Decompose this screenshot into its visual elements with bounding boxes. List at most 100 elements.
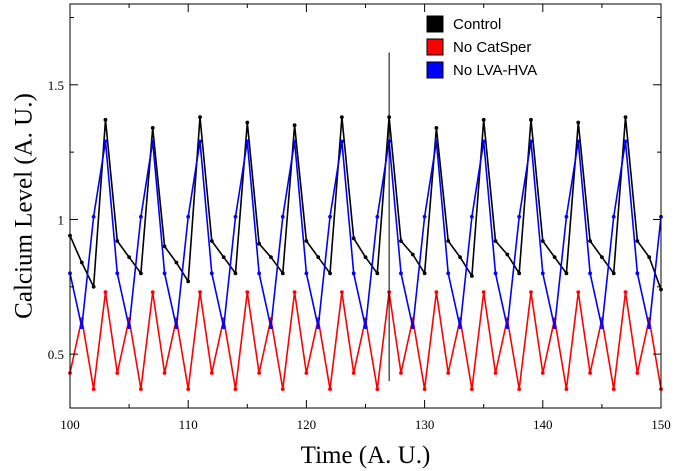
series-layer: [68, 115, 663, 392]
legend-label-no-lva-hva: No LVA-HVA: [453, 62, 537, 79]
y-axis-title: Calcium Level (A. U.): [11, 93, 38, 319]
data-point-no-lva-hva: [600, 325, 604, 330]
data-point-no-lva-hva: [339, 139, 344, 144]
data-point-control: [481, 117, 486, 122]
data-point-control: [280, 271, 285, 276]
x-tick-label: 120: [297, 417, 317, 432]
data-point-control: [292, 123, 297, 128]
data-point-no-catsper: [209, 371, 214, 375]
data-point-no-catsper: [245, 290, 250, 295]
data-point-no-catsper: [434, 290, 439, 295]
data-point-no-lva-hva: [351, 271, 356, 276]
data-point-control: [363, 255, 368, 260]
data-point-no-lva-hva: [635, 271, 640, 276]
data-point-no-catsper: [162, 371, 167, 375]
data-point-no-catsper: [198, 290, 202, 295]
data-point-no-catsper: [150, 290, 155, 295]
x-tick-label: 130: [415, 417, 435, 432]
data-point-no-catsper: [576, 290, 581, 295]
y-tick-label: 1.5: [48, 78, 64, 93]
data-point-no-catsper: [611, 387, 616, 392]
data-point-no-lva-hva: [245, 139, 250, 144]
data-point-no-lva-hva: [505, 325, 510, 330]
data-point-control: [304, 239, 309, 243]
legend-swatch-no-lva-hva: [426, 61, 444, 79]
data-point-no-lva-hva: [576, 139, 581, 144]
legend-label-control: Control: [453, 16, 501, 33]
data-point-no-lva-hva: [410, 325, 415, 330]
data-point-no-lva-hva: [127, 325, 131, 330]
data-point-no-lva-hva: [458, 325, 462, 330]
y-tick-label: 0.5: [48, 347, 64, 362]
data-point-no-lva-hva: [150, 139, 155, 144]
data-point-control: [316, 255, 321, 260]
data-point-control: [469, 274, 474, 278]
data-point-control: [150, 125, 155, 130]
data-point-control: [505, 252, 510, 257]
data-point-no-lva-hva: [540, 271, 545, 276]
legend-swatch-no-catsper: [426, 38, 444, 56]
data-point-control: [458, 255, 462, 260]
data-point-control: [564, 271, 569, 276]
data-point-no-catsper: [328, 387, 332, 392]
data-point-no-lva-hva: [174, 325, 179, 330]
data-point-control: [221, 255, 226, 260]
data-point-no-lva-hva: [422, 214, 427, 219]
data-point-no-catsper: [540, 371, 545, 375]
data-point-no-catsper: [186, 387, 191, 392]
data-point-no-lva-hva: [162, 271, 167, 276]
data-point-no-catsper: [115, 371, 120, 375]
data-point-no-catsper: [91, 387, 96, 392]
data-point-control: [257, 241, 262, 246]
data-point-no-lva-hva: [209, 271, 214, 276]
data-point-no-lva-hva: [292, 139, 297, 144]
data-point-control: [209, 239, 214, 243]
data-point-no-lva-hva: [564, 214, 569, 219]
data-point-control: [174, 260, 179, 265]
axes-layer: 100 110 120 130 140 150 0.5 1 1.5: [48, 4, 671, 432]
data-point-control: [623, 115, 628, 120]
data-point-no-catsper: [588, 371, 592, 375]
data-point-no-lva-hva: [517, 214, 522, 219]
data-point-control: [139, 271, 143, 276]
data-point-control: [245, 120, 250, 125]
data-point-control: [647, 255, 652, 260]
data-point-no-lva-hva: [434, 139, 439, 144]
data-point-no-catsper: [422, 387, 427, 392]
data-point-no-catsper: [481, 290, 486, 295]
series-no-lva-hva: [68, 139, 663, 330]
data-point-no-lva-hva: [611, 214, 616, 219]
data-point-no-catsper: [351, 371, 356, 375]
data-point-no-lva-hva: [623, 139, 628, 144]
data-point-control: [103, 117, 108, 122]
series-control: [68, 115, 663, 292]
data-point-no-lva-hva: [280, 214, 285, 219]
data-point-control: [269, 255, 273, 260]
data-point-no-lva-hva: [115, 271, 120, 276]
data-point-control: [600, 255, 604, 260]
legend-swatch-control: [426, 15, 444, 33]
data-point-control: [422, 271, 427, 276]
legend: Control No CatSper No LVA-HVA: [426, 15, 537, 79]
data-point-no-lva-hva: [221, 325, 226, 330]
data-point-control: [588, 239, 592, 243]
data-point-control: [434, 125, 439, 130]
data-point-control: [328, 271, 332, 276]
data-point-no-catsper: [103, 290, 108, 295]
data-point-no-lva-hva: [588, 271, 592, 276]
data-point-no-lva-hva: [328, 214, 332, 219]
data-point-control: [127, 255, 131, 260]
data-point-no-catsper: [446, 371, 451, 375]
data-point-no-catsper: [304, 371, 309, 375]
data-point-no-lva-hva: [316, 325, 321, 330]
x-tick-label: 110: [179, 417, 198, 432]
data-point-no-catsper: [469, 387, 474, 392]
data-point-no-lva-hva: [446, 271, 451, 276]
data-point-no-lva-hva: [233, 214, 238, 219]
data-point-control: [186, 279, 191, 284]
data-point-no-catsper: [233, 387, 238, 392]
data-point-no-lva-hva: [399, 271, 403, 276]
x-tick-label: 140: [533, 417, 553, 432]
